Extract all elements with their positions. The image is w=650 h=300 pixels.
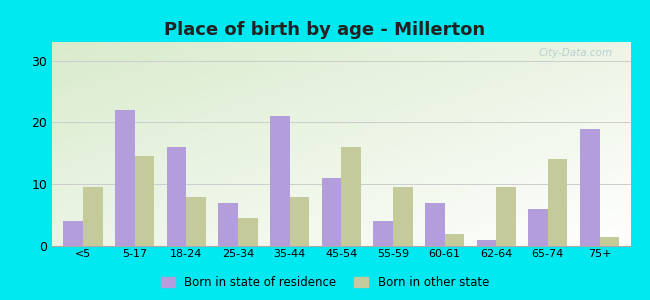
Bar	[476, 240, 496, 246]
Bar	[445, 234, 464, 246]
Legend: Born in state of residence, Born in other state: Born in state of residence, Born in othe…	[156, 272, 494, 294]
Bar	[218, 203, 238, 246]
Bar	[238, 218, 257, 246]
Bar	[580, 128, 599, 246]
Bar	[63, 221, 83, 246]
Bar	[393, 187, 413, 246]
Bar	[373, 221, 393, 246]
Bar	[548, 160, 567, 246]
Text: City-Data.com: City-Data.com	[539, 48, 613, 58]
Bar	[290, 196, 309, 246]
Bar	[135, 156, 154, 246]
Bar	[83, 187, 103, 246]
Bar	[599, 237, 619, 246]
Bar	[425, 203, 445, 246]
Bar	[115, 110, 135, 246]
Bar	[187, 196, 206, 246]
Bar	[322, 178, 341, 246]
Text: Place of birth by age - Millerton: Place of birth by age - Millerton	[164, 21, 486, 39]
Bar	[528, 209, 548, 246]
Bar	[270, 116, 290, 246]
Bar	[496, 187, 516, 246]
Bar	[166, 147, 187, 246]
Bar	[341, 147, 361, 246]
